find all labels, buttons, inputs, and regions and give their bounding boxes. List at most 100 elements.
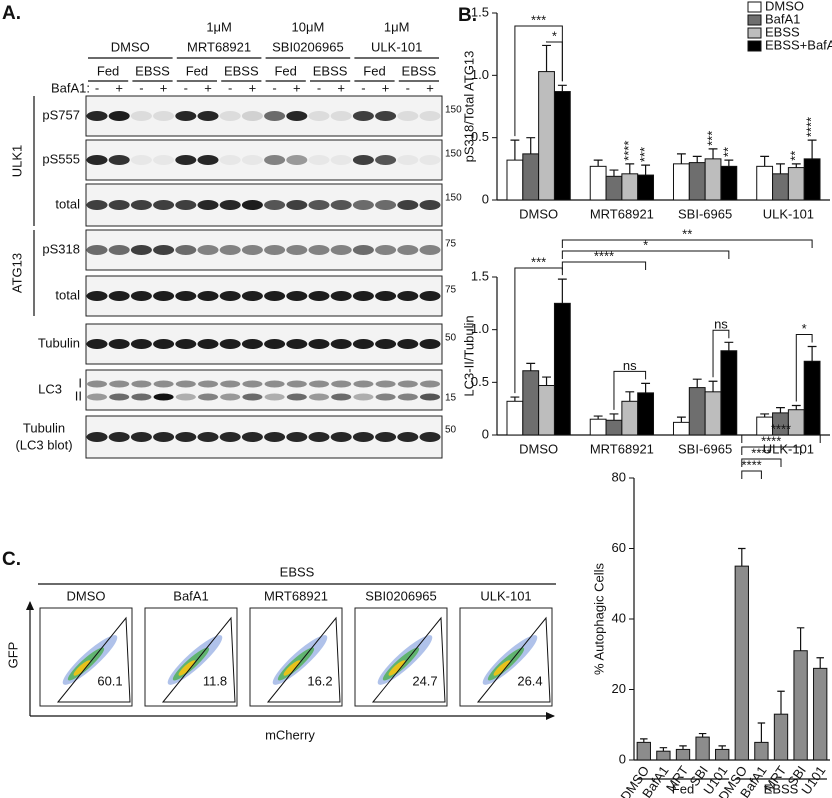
bar <box>522 370 540 436</box>
comparison-bracket <box>613 370 647 410</box>
band <box>330 339 352 349</box>
band <box>397 111 419 121</box>
condition-label: Fed <box>274 63 296 78</box>
error-bar <box>777 690 785 715</box>
mw-label: 150 <box>445 193 462 204</box>
band <box>86 245 108 255</box>
bar <box>803 158 821 201</box>
bafa1-label: BafA1: <box>51 80 90 95</box>
bar <box>589 165 607 201</box>
band <box>153 339 175 349</box>
error-bar <box>708 380 718 392</box>
bar <box>803 360 821 436</box>
band <box>308 432 330 442</box>
x-tick-label: MRT68921 <box>590 441 654 456</box>
band <box>286 432 308 442</box>
bafa1-sign: + <box>382 80 390 95</box>
band <box>175 291 197 301</box>
band <box>220 393 241 401</box>
significance: ** <box>788 151 803 161</box>
y-tick-label: 1.5 <box>471 268 489 283</box>
band <box>419 245 441 255</box>
mw-label: 15 <box>445 393 457 404</box>
treatment-dose: 10μM <box>292 19 325 34</box>
band <box>153 245 175 255</box>
band <box>352 111 374 121</box>
bafa1-sign: + <box>426 80 434 95</box>
error-bar <box>796 627 805 651</box>
band <box>375 245 397 255</box>
band <box>331 380 352 388</box>
bar <box>720 165 738 201</box>
bar <box>522 153 540 201</box>
row-label: Tubulin <box>23 420 65 435</box>
band <box>175 432 197 442</box>
band <box>420 393 440 401</box>
condition-header: EBSS <box>280 564 315 579</box>
comparison-bracket <box>561 261 647 270</box>
legend-swatch <box>747 27 762 39</box>
band <box>175 111 197 121</box>
band <box>86 155 108 165</box>
band <box>130 291 152 301</box>
bar <box>793 650 808 761</box>
y-tick-label: 0 <box>482 426 489 441</box>
bar <box>621 400 639 436</box>
band <box>330 432 352 442</box>
band <box>219 291 241 301</box>
error-bar <box>510 396 520 402</box>
row-label: pS318 <box>42 241 80 256</box>
cloud-core <box>283 660 301 676</box>
row-label: total <box>55 287 80 302</box>
bar <box>506 159 524 201</box>
condition-label: Fed <box>97 63 119 78</box>
comparison-bracket <box>712 329 730 378</box>
mw-label: 75 <box>445 285 457 296</box>
band <box>219 339 241 349</box>
bar <box>605 175 623 201</box>
band <box>397 393 418 401</box>
bafa1-sign: + <box>115 80 123 95</box>
bar <box>538 71 555 201</box>
bar <box>756 165 774 201</box>
significance: *** <box>704 131 719 146</box>
band <box>130 432 152 442</box>
band <box>397 380 418 388</box>
x-axis-label: mCherry <box>265 727 315 742</box>
comparison-label: ** <box>682 226 692 241</box>
y-axis-label: pS318/Total ATG13 <box>461 51 476 163</box>
bafa1-sign: + <box>337 80 345 95</box>
bar <box>675 748 691 761</box>
band <box>108 339 130 349</box>
band <box>286 291 308 301</box>
bar <box>553 302 571 436</box>
comparison-bracket <box>741 446 802 455</box>
band <box>397 339 419 349</box>
band <box>86 111 108 121</box>
band <box>286 245 308 255</box>
panel-label: B. <box>458 5 477 26</box>
band <box>264 339 286 349</box>
band <box>242 380 263 388</box>
condition-label: Fed <box>363 63 385 78</box>
band <box>264 380 285 388</box>
bafa1-sign: - <box>272 80 276 95</box>
band <box>153 291 175 301</box>
comparison-label: **** <box>741 457 761 472</box>
significance: ** <box>720 147 735 157</box>
error-bar <box>659 747 668 752</box>
band <box>109 393 130 401</box>
y-axis-label: GFP <box>5 642 20 669</box>
band <box>130 200 152 210</box>
bar <box>672 163 690 201</box>
row-label: total <box>55 196 80 211</box>
comparison-bracket <box>795 334 813 402</box>
treatment-name: SBI0206965 <box>272 39 344 54</box>
cloud-core <box>73 660 91 676</box>
band <box>108 111 130 121</box>
comparison-bracket <box>741 458 782 467</box>
band <box>397 291 419 301</box>
band <box>197 432 219 442</box>
band <box>397 200 419 210</box>
significance: **** <box>621 141 636 161</box>
